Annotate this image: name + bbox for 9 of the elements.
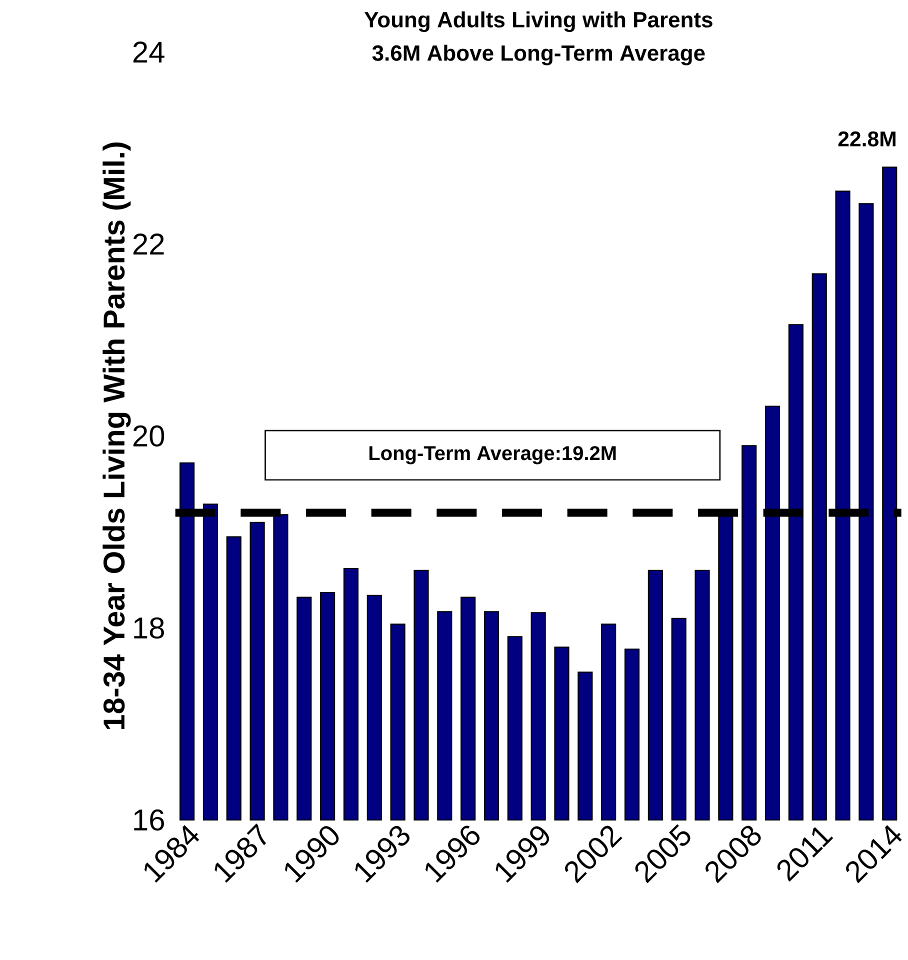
chart-subtitle: 3.6M Above Long-Term Average [372, 44, 705, 66]
ref-line-label: Long-Term Average:19.2M [369, 446, 616, 464]
y-tick-label: 22 [133, 234, 164, 254]
y-axis-title: 18-34 Year Olds Living With Parents (Mil.) [102, 142, 131, 730]
chart-title: Young Adults Living with Parents [364, 11, 712, 32]
y-tick-label: 20 [133, 425, 164, 447]
y-tick-label: 24 [133, 42, 164, 62]
y-tick-label: 18 [134, 617, 164, 639]
annotation: 22.8M [838, 131, 896, 146]
